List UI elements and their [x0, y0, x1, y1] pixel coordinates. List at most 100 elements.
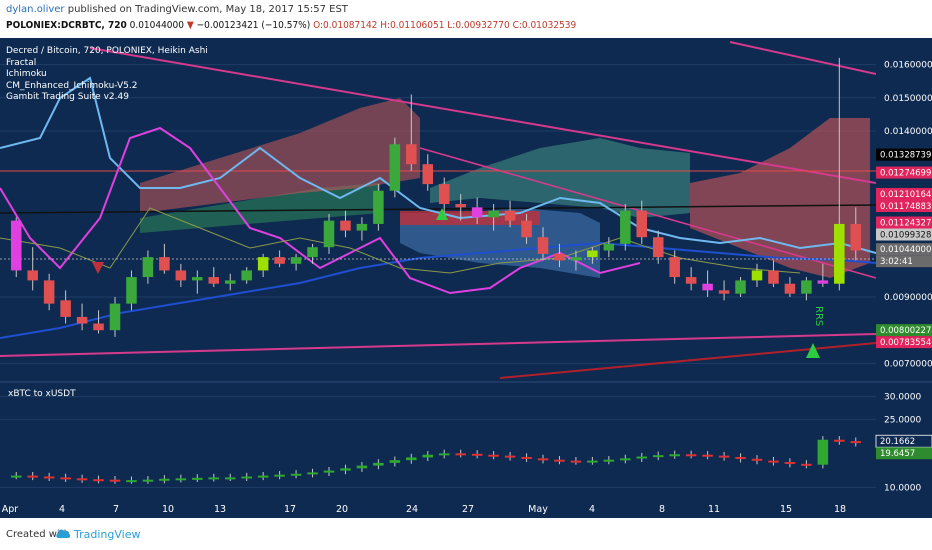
candle-body [126, 277, 137, 304]
candle-body [438, 184, 450, 205]
sub-candle-body [356, 465, 368, 469]
sub-candle-body [109, 479, 121, 482]
sub-candles-group [10, 436, 862, 484]
candle-body [373, 190, 384, 224]
annotation-rrs: RRS [813, 306, 824, 326]
candle-body [93, 323, 104, 331]
sub-candle-body [274, 474, 285, 477]
candle-body [817, 280, 829, 284]
sub-candle-body [241, 476, 252, 479]
sub-price-label-bg [876, 447, 932, 460]
sub-candle-body [208, 477, 220, 480]
price-label: 0.01044000 [880, 245, 931, 255]
price-label-bg [876, 255, 932, 268]
candle-body [784, 283, 796, 294]
candle-body [801, 280, 812, 294]
price-label-bg [876, 216, 932, 229]
sub-candle-body [850, 441, 862, 444]
sub-candle-body [801, 463, 812, 466]
candle-body [192, 277, 203, 281]
candle-body [109, 303, 121, 331]
sub-candle-body [373, 462, 384, 466]
candle-body [224, 280, 236, 284]
cloud-bull-area [140, 183, 380, 233]
candle-body [850, 223, 862, 251]
candle-body [537, 237, 549, 254]
sub-candle-body [422, 454, 434, 458]
price-label-bg [876, 228, 932, 241]
sub-candle-body [192, 477, 203, 480]
y-tick-label: 10.0000 [884, 483, 921, 493]
open-value: O:0.01087142 [313, 20, 378, 31]
trendline-descending [419, 147, 876, 279]
candle-body [323, 220, 335, 248]
sub-candle-body [10, 475, 22, 478]
candle-body [175, 270, 187, 281]
candle-body [471, 207, 483, 218]
trendline-upper-1 [89, 47, 876, 184]
sub-candle-body [389, 460, 401, 463]
x-tick-label: 7 [113, 504, 119, 515]
sub-price-axis-labels: 20.1662 19.6457 [875, 434, 932, 460]
legend-indicator[interactable]: CM_Enhanced_Ichimoku-V5.2 [6, 80, 138, 91]
candle-body [587, 250, 598, 258]
candle-body [356, 223, 368, 231]
sub-candle-body [735, 456, 746, 459]
sub-candle-body [702, 454, 713, 457]
x-tick-label: 10 [162, 504, 174, 515]
price-label: 0.01210164 [880, 190, 931, 200]
subchart-title: xBTC to xUSDT [8, 389, 76, 399]
x-tick-label: Apr [2, 504, 19, 515]
price-label-bg [876, 166, 932, 179]
sub-candle-body [60, 477, 71, 480]
candle-body [834, 223, 845, 284]
candle-body [159, 257, 170, 271]
candle-body [27, 270, 38, 281]
candle-body [751, 270, 763, 281]
created-with-text: Created with [6, 529, 70, 540]
sub-candle-body [504, 455, 516, 458]
down-arrow-icon: ▼ [186, 20, 194, 31]
price-label-bg [876, 188, 932, 201]
sub-candle-body [685, 454, 697, 457]
sub-candle-body [521, 456, 532, 459]
author-link[interactable]: dylan.oliver [6, 4, 65, 15]
cloud-blue-area [400, 208, 600, 278]
legend-indicator[interactable]: Ichimoku [6, 69, 47, 79]
cloud-bull-area-2 [430, 138, 690, 218]
price-label: 0.01328739 [880, 151, 931, 161]
candle-body [389, 144, 401, 191]
sub-candle-body [834, 439, 845, 442]
x-tick-label: 20 [336, 504, 348, 515]
price-label: 0.01099328 [880, 231, 931, 241]
candle-body [521, 220, 532, 238]
price-label: 0.01124327 [880, 219, 931, 229]
sub-candle-body [93, 479, 104, 482]
tradingview-brand[interactable]: TradingView [74, 528, 141, 541]
candle-body [620, 210, 631, 244]
sub-candle-body [126, 480, 137, 483]
sub-grid: 30.0000 25.0000 10.0000 [0, 393, 921, 493]
price-label: 3:02:41 [880, 257, 913, 267]
sub-candle-body [620, 458, 631, 461]
candle-body [702, 283, 713, 291]
sub-price-label: 19.6457 [880, 449, 915, 459]
sub-candle-body [438, 453, 450, 456]
sub-candle-body [636, 456, 648, 459]
legend-indicator[interactable]: Fractal [6, 57, 37, 68]
candle-body [274, 257, 285, 264]
x-tick-label: 17 [284, 504, 296, 515]
candle-body [257, 257, 269, 271]
sub-candle-body [488, 454, 499, 457]
candle-body [10, 220, 22, 271]
sub-candle-body [257, 475, 269, 478]
publish-header: dylan.oliver published on TradingView.co… [0, 0, 932, 36]
sub-candle-body [323, 470, 335, 473]
price-label: 0.00783554 [880, 338, 931, 348]
legend-indicator[interactable]: Gambit Trading Suite v2.49 [6, 92, 129, 102]
candle-body [735, 280, 746, 294]
sub-candle-body [587, 460, 598, 463]
